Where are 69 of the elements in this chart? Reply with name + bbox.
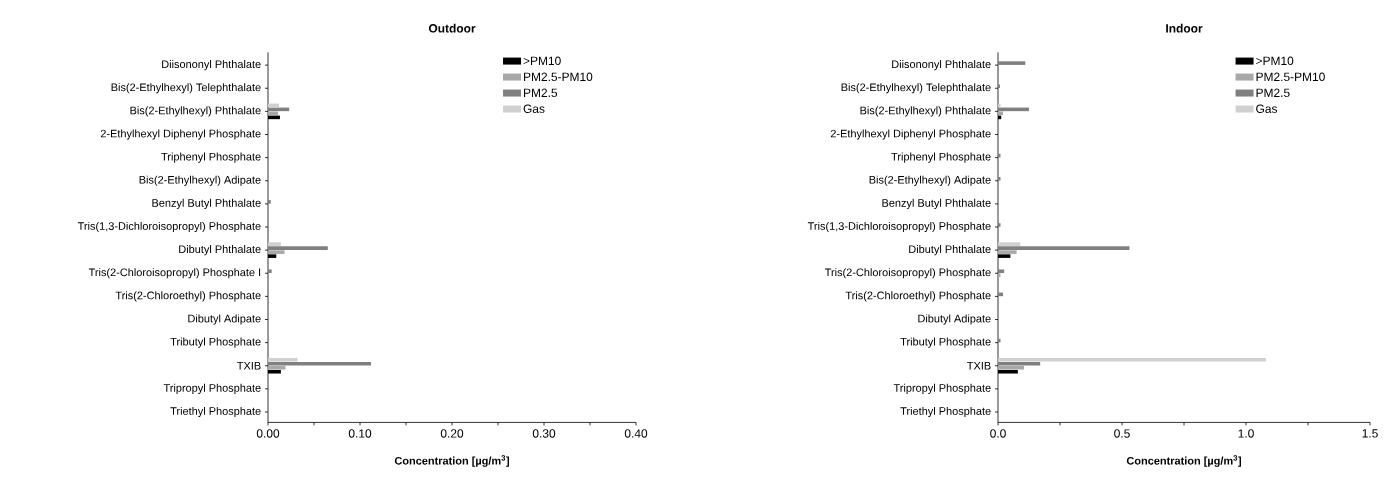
y-tick-label: Tripropyl Phosphate: [893, 383, 991, 394]
bar: [998, 361, 1041, 366]
x-tick-label: 0.5: [1114, 429, 1130, 438]
bar: [998, 242, 1021, 246]
x-tick-label: 0.0: [990, 429, 1006, 438]
chart-title: Outdoor: [428, 23, 476, 33]
x-tick-label: 0.40: [624, 429, 648, 438]
bar: [268, 365, 286, 370]
x-tick-label: 0.30: [532, 429, 556, 438]
legend-label: PM2.5-PM10: [524, 72, 593, 82]
legend-label: >PM10: [523, 56, 561, 66]
bar: [268, 357, 298, 362]
y-tick-label: Tris(2-Chloroisopropyl) Phosphate: [824, 268, 991, 279]
y-tick-label: Diisononyl Phthalate: [892, 60, 991, 71]
x-tick-label: 0.10: [348, 429, 372, 438]
bar: [268, 200, 271, 204]
y-tick-label: TXIB: [237, 361, 261, 370]
bar: [268, 250, 285, 254]
y-tick-label: Tris(2-Chloroisopropyl) Phosphate I: [88, 268, 261, 279]
bar: [998, 61, 1026, 65]
y-tick-label: Tris(1,3-Dichloroisopropyl) Phosphate: [77, 221, 261, 233]
bar: [998, 357, 1266, 362]
legend-label: PM2.5: [524, 88, 558, 97]
y-tick-label: Dibutyl Adipate: [918, 314, 991, 325]
y-tick-label: Tris(2-Chloroethyl) Phosphate: [845, 291, 991, 302]
y-tick-label: Triethyl Phosphate: [900, 406, 991, 418]
y-tick-label: Tripropyl Phosphate: [163, 383, 261, 394]
bar: [998, 269, 1005, 274]
chart-title: Indoor: [1166, 23, 1203, 33]
y-tick-label: 2-Ethylhexyl Diphenyl Phosphate: [100, 129, 261, 140]
bar: [268, 246, 328, 250]
y-tick-label: TXIB: [967, 361, 991, 370]
bar: [268, 269, 272, 274]
x-tick-label: 1.5: [1362, 429, 1378, 438]
legend-label: >PM10: [1256, 56, 1294, 66]
x-axis-title: Concentration [µg/m$^{3}$]: [394, 455, 509, 467]
y-tick-label: Dibutyl Phthalate: [909, 245, 991, 256]
bar: [998, 250, 1017, 254]
y-tick-label: Benzyl Butyl Phthalate: [882, 198, 991, 209]
bar: [998, 365, 1025, 370]
y-tick-label: Diisononyl Phthalate: [162, 60, 261, 71]
y-tick-label: 2-Ethylhexyl Diphenyl Phosphate: [830, 129, 991, 140]
y-tick-label: Dibutyl Phthalate: [179, 245, 261, 256]
legend-label: Gas: [1256, 104, 1278, 113]
y-tick-label: Bis(2-Ethylhexyl) Adipate: [869, 175, 991, 186]
bar: [268, 361, 372, 366]
legend-label: PM2.5-PM10: [1256, 72, 1325, 82]
bar: [268, 242, 281, 246]
y-tick-label: Bis(2-Ethylhexyl) Adipate: [139, 175, 261, 186]
y-tick-label: Tributyl Phosphate: [900, 337, 991, 348]
y-tick-label: Tributyl Phosphate: [170, 337, 261, 348]
y-tick-label: Bis(2-Ethylhexyl) Telephthalate: [111, 83, 261, 94]
y-tick-label: Triphenyl Phosphate: [161, 152, 261, 163]
y-tick-label: Triethyl Phosphate: [170, 406, 261, 418]
y-tick-label: Bis(2-Ethylhexyl) Phthalate: [860, 106, 991, 117]
x-tick-label: 0.00: [256, 429, 280, 438]
bar: [998, 246, 1130, 250]
y-tick-label: Triphenyl Phosphate: [891, 152, 991, 163]
x-axis-title: Concentration [µg/m$^{3}$]: [1126, 455, 1241, 467]
y-tick-label: Tris(2-Chloroethyl) Phosphate: [115, 291, 261, 302]
legend-label: Gas: [523, 104, 545, 113]
x-tick-label: 1.0: [1238, 429, 1254, 438]
x-tick-label: 0.20: [440, 429, 464, 438]
y-tick-label: Bis(2-Ethylhexyl) Telephthalate: [841, 83, 991, 94]
y-tick-label: Dibutyl Adipate: [188, 314, 261, 325]
y-tick-label: Bis(2-Ethylhexyl) Phthalate: [130, 106, 261, 117]
y-tick-label: Benzyl Butyl Phthalate: [152, 198, 261, 209]
legend-label: PM2.5: [1256, 88, 1290, 97]
y-tick-label: Tris(1,3-Dichloroisopropyl) Phosphate: [807, 221, 991, 233]
